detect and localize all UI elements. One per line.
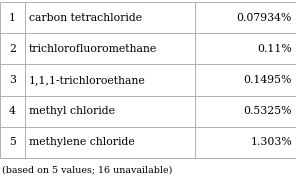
Text: 0.1495%: 0.1495% [244,75,292,85]
Text: methylene chloride: methylene chloride [29,137,135,147]
Text: 5: 5 [9,137,16,147]
Text: 0.07934%: 0.07934% [237,13,292,23]
Text: 1,1,1-trichloroethane: 1,1,1-trichloroethane [29,75,146,85]
Text: 2: 2 [9,44,16,54]
Text: (based on 5 values; 16 unavailable): (based on 5 values; 16 unavailable) [2,165,172,175]
Text: 0.11%: 0.11% [257,44,292,54]
Text: methyl chloride: methyl chloride [29,106,115,116]
Text: 4: 4 [9,106,16,116]
Text: 1.303%: 1.303% [250,137,292,147]
Text: 3: 3 [9,75,16,85]
Text: trichlorofluoromethane: trichlorofluoromethane [29,44,157,54]
Text: 1: 1 [9,13,16,23]
Text: 0.5325%: 0.5325% [244,106,292,116]
Text: carbon tetrachloride: carbon tetrachloride [29,13,142,23]
